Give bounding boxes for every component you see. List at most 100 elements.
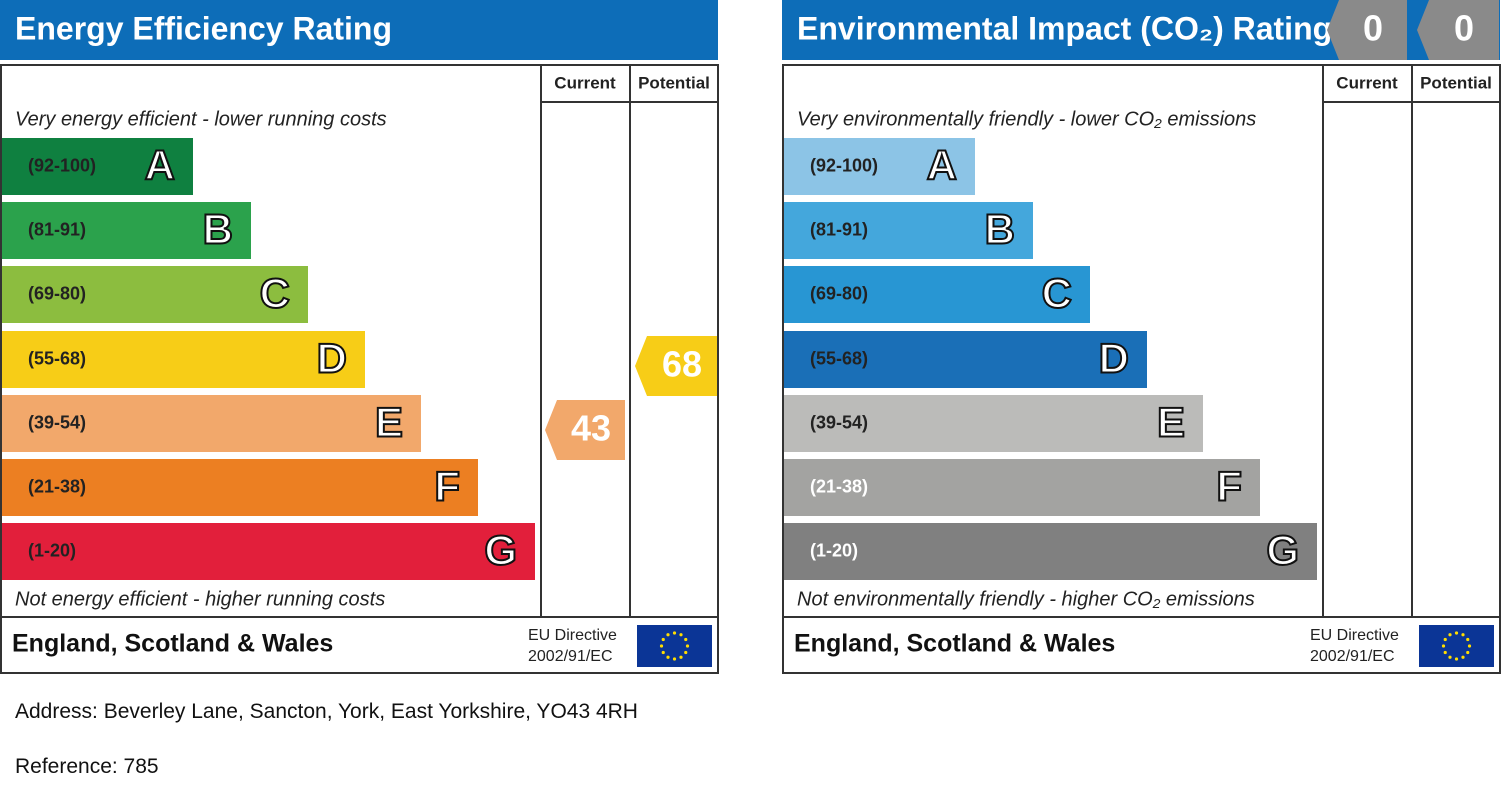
band-bar <box>784 523 1317 580</box>
eu-star <box>1443 650 1447 655</box>
eu-star <box>1441 644 1446 648</box>
band-bar <box>2 395 421 452</box>
directive: EU Directive <box>528 627 617 644</box>
band-range: (39-54) <box>810 412 868 432</box>
eu-star <box>685 644 690 648</box>
band-letter: G <box>1266 527 1299 574</box>
panel-title: Environmental Impact (CO₂) Rating <box>797 10 1332 46</box>
directive: EU Directive <box>1310 627 1399 644</box>
band-range: (55-68) <box>810 348 868 368</box>
address: Address: Beverley Lane, Sancton, York, E… <box>15 700 638 723</box>
band-letter: A <box>145 142 175 189</box>
frame <box>782 64 1501 674</box>
bottom-note: Not environmentally friendly - higher CO… <box>797 588 1255 610</box>
eu-star <box>1454 631 1459 635</box>
panel-title: Energy Efficiency Rating <box>15 10 392 46</box>
frame <box>0 64 719 674</box>
band-range: (21-38) <box>810 476 868 496</box>
rating-value: 68 <box>662 344 702 385</box>
band-letter: B <box>203 206 233 253</box>
panel: Environmental Impact (CO₂) Rating Current… <box>782 0 1501 674</box>
band-bar <box>2 523 535 580</box>
band-bar <box>2 331 365 388</box>
eu-star <box>1443 637 1447 642</box>
band-letter: D <box>317 335 347 382</box>
eu-star <box>672 657 677 661</box>
eu-star <box>684 637 688 642</box>
eu-star <box>661 650 665 655</box>
band-letter: D <box>1099 335 1129 382</box>
band-range: (92-100) <box>28 155 96 175</box>
band-range: (1-20) <box>28 540 76 560</box>
eu-star <box>659 644 664 648</box>
panel: Energy Efficiency Rating Current Potential… <box>0 0 719 674</box>
column-header: Current <box>1336 73 1398 92</box>
band-letter: B <box>985 206 1015 253</box>
eu-star <box>684 650 688 655</box>
band-bar <box>2 459 478 516</box>
bottom-note: Not energy efficient - higher running co… <box>15 588 385 610</box>
eu-star <box>1461 655 1465 659</box>
band-bar <box>784 266 1090 323</box>
band-letter: C <box>260 270 290 317</box>
directive: 2002/91/EC <box>528 648 613 665</box>
band-letter: F <box>434 463 460 510</box>
eu-star <box>1448 655 1452 659</box>
band-letter: F <box>1216 463 1242 510</box>
band-bar <box>784 459 1260 516</box>
band-bar <box>2 202 251 259</box>
rating-value: 0 <box>1454 8 1474 49</box>
band-range: (81-91) <box>810 219 868 239</box>
eu-star <box>1448 633 1452 637</box>
band-bar <box>784 202 1033 259</box>
rating-value: 43 <box>571 408 611 449</box>
band-bar <box>784 331 1147 388</box>
eu-star <box>661 637 665 642</box>
band-bar <box>784 138 975 195</box>
rating-value: 0 <box>1363 8 1383 49</box>
eu-star <box>1466 650 1470 655</box>
column-header: Potential <box>1420 73 1492 92</box>
band-range: (69-80) <box>28 283 86 303</box>
band-range: (1-20) <box>810 540 858 560</box>
band-letter: E <box>375 399 403 446</box>
reference: Reference: 785 <box>15 755 159 778</box>
eu-star <box>1454 657 1459 661</box>
footer-title: England, Scotland & Wales <box>12 630 333 658</box>
band-range: (21-38) <box>28 476 86 496</box>
footer-title: England, Scotland & Wales <box>794 630 1115 658</box>
eu-star <box>1461 633 1465 637</box>
band-bar <box>2 138 193 195</box>
band-range: (55-68) <box>28 348 86 368</box>
band-bar <box>784 395 1203 452</box>
band-range: (69-80) <box>810 283 868 303</box>
eu-star <box>679 633 683 637</box>
band-letter: G <box>484 527 517 574</box>
rating-arrow <box>545 400 625 460</box>
band-range: (92-100) <box>810 155 878 175</box>
header-band <box>0 0 718 60</box>
eu-flag <box>637 625 712 667</box>
epc-graphs: Energy Efficiency Rating Current Potential… <box>0 0 1501 674</box>
band-letter: A <box>927 142 957 189</box>
eu-star <box>679 655 683 659</box>
eu-star <box>666 633 670 637</box>
directive: 2002/91/EC <box>1310 648 1395 665</box>
band-letter: C <box>1042 270 1072 317</box>
rating-arrow <box>1327 0 1407 60</box>
eu-star <box>666 655 670 659</box>
rating-arrow <box>1417 0 1499 60</box>
top-note: Very energy efficient - lower running co… <box>15 108 387 130</box>
eu-star <box>1466 637 1470 642</box>
band-range: (81-91) <box>28 219 86 239</box>
band-range: (39-54) <box>28 412 86 432</box>
band-bar <box>2 266 308 323</box>
column-header: Potential <box>638 73 710 92</box>
top-note: Very environmentally friendly - lower CO… <box>797 108 1256 130</box>
eu-star <box>1467 644 1472 648</box>
band-letter: E <box>1157 399 1185 446</box>
column-header: Current <box>554 73 616 92</box>
eu-star <box>672 631 677 635</box>
eu-flag <box>1419 625 1494 667</box>
rating-arrow <box>635 336 717 396</box>
